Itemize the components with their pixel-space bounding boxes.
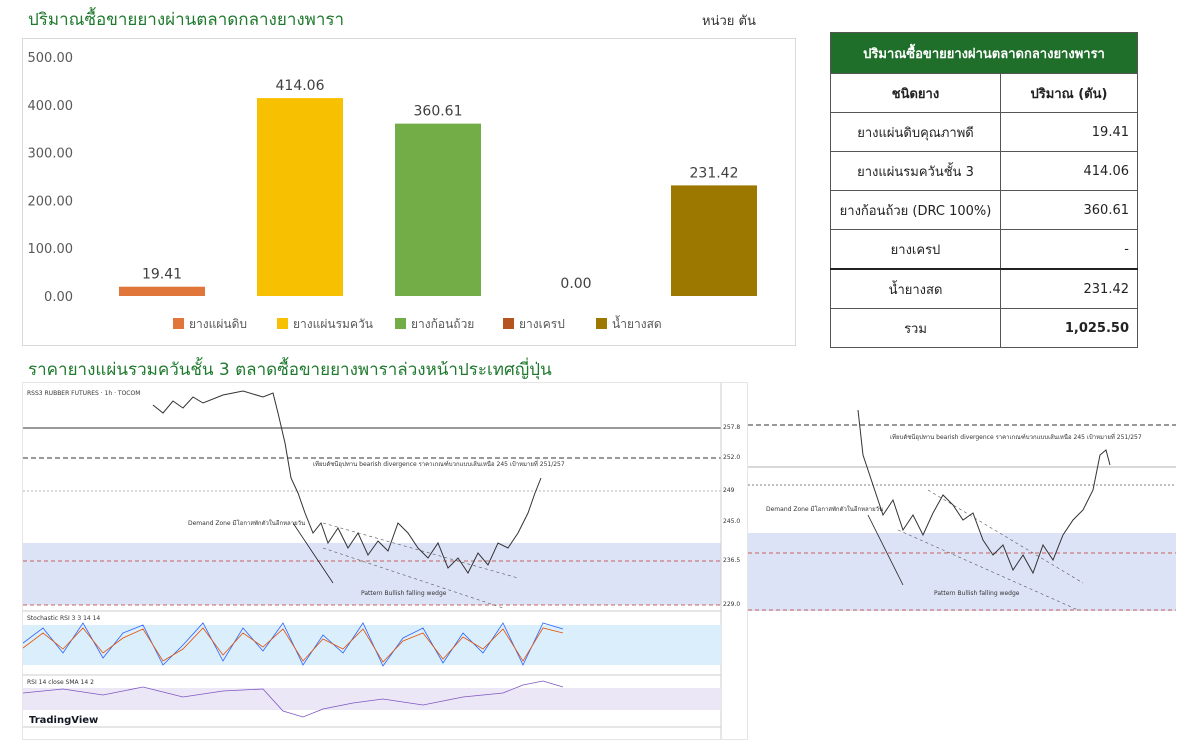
data-label: 0.00	[560, 276, 591, 292]
legend-swatch	[596, 318, 607, 329]
y-tick-label: 500.00	[28, 51, 74, 66]
y-tick-label: 0.00	[44, 290, 73, 305]
price-series	[152, 390, 542, 574]
bar	[119, 286, 205, 296]
tradingview-zoom-svg: เทียบดัชนีอุปทาน bearish divergence ราคา…	[748, 409, 1176, 611]
stoch-band	[23, 625, 721, 665]
stoch-signal-series	[22, 627, 564, 663]
y-tick-label: 300.00	[28, 147, 74, 162]
legend-label: ยางแผ่นดิบ	[189, 317, 247, 331]
price-level: 249	[723, 487, 735, 494]
data-label: 231.42	[690, 165, 739, 181]
row-value: 414.06	[1000, 151, 1138, 191]
arrow-line	[292, 522, 334, 584]
y-tick-label: 100.00	[28, 242, 74, 257]
tv-annotation: เทียบดัชนีอุปทาน bearish divergence ราคา…	[313, 460, 565, 468]
price-level: 245.0	[723, 518, 740, 525]
table-title: ปริมาณซื้อขายยางผ่านตลาดกลางยางพารา	[830, 32, 1138, 74]
pattern-label: Pattern Bullish falling wedge	[934, 590, 1020, 597]
rsi-series	[22, 680, 564, 718]
legend-label: ยางแผ่นรมควัน	[293, 317, 373, 331]
tradingview-zoom-chart: เทียบดัชนีอุปทาน bearish divergence ราคา…	[748, 395, 1176, 625]
table-row: ยางแผ่นรมควันชั้น 3 414.06	[830, 151, 1138, 191]
bar	[257, 98, 343, 296]
tradingview-logo: TradingView	[29, 715, 98, 726]
indicator1-label: Stochastic RSI 3 3 14 14	[27, 615, 100, 622]
legend-label: ยางก้อนถ้วย	[411, 317, 474, 331]
tradingview-svg: RSS3 RUBBER FUTURES · 1h · TOCOM เทียบดั…	[22, 383, 740, 739]
price-level: 252.0	[723, 454, 740, 461]
arrow-line	[867, 514, 904, 586]
row-value: 19.41	[1000, 112, 1138, 152]
row-name: น้ำยางสด	[830, 268, 1001, 309]
tv-symbol: RSS3 RUBBER FUTURES · 1h · TOCOM	[27, 390, 140, 397]
indicator2-label: RSI 14 close SMA 14 2	[27, 679, 94, 686]
wedge-line	[897, 529, 1079, 611]
tradingview-chart: RSS3 RUBBER FUTURES · 1h · TOCOM เทียบดั…	[22, 382, 748, 740]
unit-label: หน่วย ตัน	[702, 14, 756, 29]
table-row: น้ำยางสด 231.42	[830, 268, 1138, 309]
data-label: 414.06	[276, 78, 325, 94]
pattern-label: Pattern Bullish falling wedge	[361, 590, 447, 597]
bar	[395, 123, 481, 296]
table-row: ยางแผ่นดิบคุณภาพดี 19.41	[830, 112, 1138, 152]
row-value: 231.42	[1000, 268, 1138, 309]
table-total-row: รวม 1,025.50	[830, 308, 1138, 348]
data-label: 360.61	[414, 104, 463, 120]
legend-label: ยางเครป	[519, 317, 565, 331]
y-tick-label: 200.00	[28, 194, 74, 209]
bar-chart: 0.00 100.00 200.00 300.00 400.00 500.00 19.41 4…	[22, 38, 796, 346]
y-tick-label: 400.00	[28, 99, 74, 114]
table-row: ยางก้อนถ้วย (DRC 100%) 360.61	[830, 190, 1138, 230]
legend-swatch	[503, 318, 514, 329]
price-level: 236.5	[723, 557, 740, 564]
legend-swatch	[277, 318, 288, 329]
demand-zone-band	[23, 543, 721, 605]
volume-table: ปริมาณซื้อขายยางผ่านตลาดกลางยางพารา ชนิด…	[830, 32, 1138, 348]
price-level: 257.8	[723, 424, 740, 431]
legend-swatch	[173, 318, 184, 329]
table-col-type: ชนิดยาง	[830, 73, 1001, 113]
tv-annotation: เทียบดัชนีอุปทาน bearish divergence ราคา…	[890, 433, 1142, 441]
row-name: ยางแผ่นดิบคุณภาพดี	[830, 112, 1001, 152]
bar-chart-svg: 0.00 100.00 200.00 300.00 400.00 500.00 19.41 4…	[28, 51, 757, 331]
demand-zone-label: Demand Zone มีโอกาสพักตัวในอีกหลายวัน	[766, 505, 883, 513]
demand-zone-band	[748, 533, 1176, 611]
wedge-line	[322, 547, 504, 609]
total-value: 1,025.50	[1000, 308, 1138, 348]
section-title: ราคายางแผ่นรวมควันชั้น 3 ตลาดซื้อขายยางพ…	[28, 360, 552, 380]
zoom-price-series	[857, 409, 1111, 575]
bar	[671, 185, 757, 296]
legend-swatch	[395, 318, 406, 329]
row-name: ยางแผ่นรมควันชั้น 3	[830, 151, 1001, 191]
price-level: 229.0	[723, 601, 740, 608]
rsi-band	[23, 688, 721, 710]
row-name: ยางก้อนถ้วย (DRC 100%)	[830, 190, 1001, 230]
demand-zone-label: Demand Zone มีโอกาสพักตัวในอีกหลายวัน	[188, 519, 305, 527]
table-col-volume: ปริมาณ (ตัน)	[1000, 73, 1138, 113]
wedge-line	[927, 489, 1084, 584]
row-name: ยางเครป	[830, 229, 1001, 270]
data-label: 19.41	[142, 267, 182, 283]
total-label: รวม	[830, 308, 1001, 348]
row-value: -	[1000, 229, 1138, 270]
wedge-line	[322, 522, 519, 579]
legend-label: น้ำยางสด	[612, 315, 662, 331]
row-value: 360.61	[1000, 190, 1138, 230]
chart-title: ปริมาณซื้อขายยางผ่านตลาดกลางยางพารา	[28, 10, 345, 30]
table-row: ยางเครป -	[830, 229, 1138, 270]
